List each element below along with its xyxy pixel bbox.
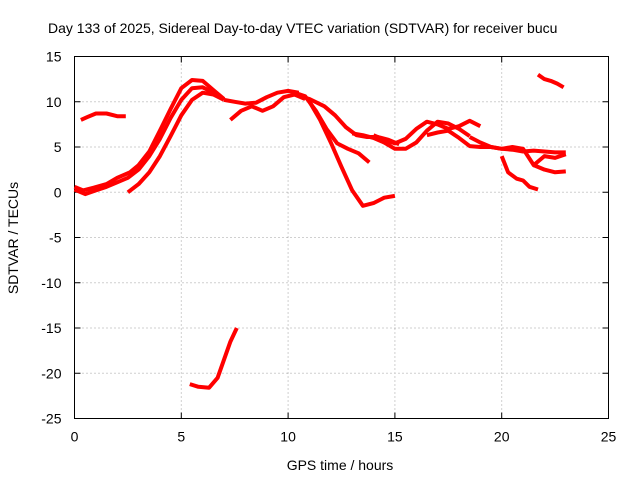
series-line-arc-4 (80, 111, 126, 122)
y-tick-label: -15 (41, 320, 61, 336)
x-axis-ticks: 0 5 10 15 20 25 (71, 56, 617, 445)
series-line-arc-3 (126, 90, 225, 194)
series-line-arc-17 (536, 72, 565, 90)
y-tick-label: 0 (54, 184, 62, 200)
y-tick-label: -5 (49, 230, 62, 246)
chart-title: Day 133 of 2025, Sidereal Day-to-day VTE… (48, 20, 557, 36)
y-tick-label: 5 (54, 139, 62, 155)
series-line-arc-15 (499, 155, 539, 192)
y-tick-label: -25 (41, 411, 61, 427)
series-line-arc-1 (73, 78, 226, 193)
y-axis-label: SDTVAR / TECUs (5, 182, 21, 294)
y-tick-label: -20 (41, 365, 61, 381)
series-line-arc-10 (307, 100, 396, 208)
x-tick-label: 20 (494, 429, 510, 445)
y-tick-label: 10 (46, 94, 62, 110)
series-line-arc-14 (468, 135, 567, 168)
series-line-arc-12 (372, 118, 482, 146)
x-axis-label: GPS time / hours (287, 457, 394, 473)
series-line-arc-11 (351, 119, 471, 151)
series-line-arc-2 (73, 85, 215, 197)
y-axis-ticks: -25 -20 -15 -10 -5 0 5 10 15 (41, 49, 609, 427)
series-line-arc-16 (532, 163, 566, 175)
y-tick-label: -10 (41, 275, 61, 291)
x-tick-label: 15 (387, 429, 403, 445)
series-line-arc-5 (189, 327, 239, 390)
y-tick-label: 15 (46, 49, 62, 65)
x-tick-label: 5 (177, 429, 185, 445)
grid (74, 56, 609, 419)
x-tick-label: 25 (601, 429, 617, 445)
series-line-arc-9 (293, 90, 371, 164)
x-tick-label: 0 (71, 429, 79, 445)
data-series (73, 72, 567, 390)
series-line-arc-6 (223, 88, 300, 106)
series-line-arc-7 (229, 92, 306, 122)
x-tick-label: 10 (280, 429, 296, 445)
